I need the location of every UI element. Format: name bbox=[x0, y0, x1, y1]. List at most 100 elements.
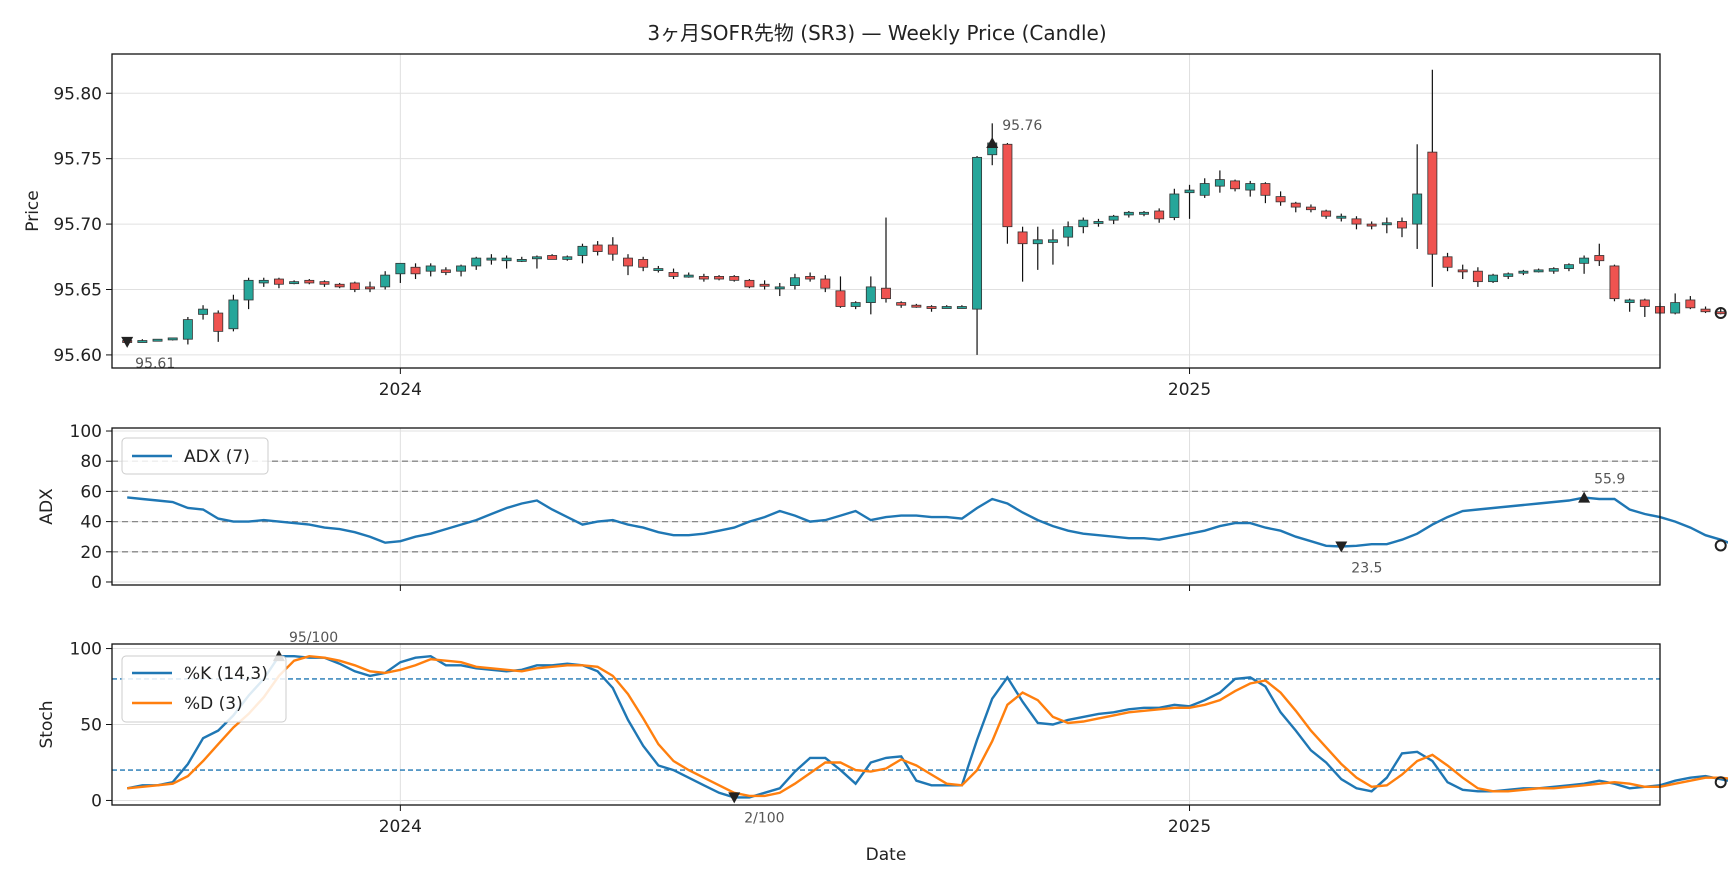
candle-up bbox=[972, 156, 983, 310]
candle-down bbox=[668, 272, 679, 277]
candle-up bbox=[228, 299, 239, 330]
candle-down bbox=[1260, 183, 1271, 196]
y-axis-label: Price bbox=[23, 190, 43, 231]
plot-frame bbox=[111, 53, 1661, 369]
candle-up bbox=[1063, 226, 1074, 238]
legend-label-d: %D (3) bbox=[184, 694, 243, 714]
candle-down bbox=[213, 312, 224, 332]
adx-annotation: 23.5 bbox=[1351, 561, 1382, 577]
candle-up bbox=[1579, 257, 1590, 264]
legend-label-k: %K (14,3) bbox=[184, 664, 268, 684]
y-tick-label: 95.60 bbox=[53, 346, 102, 366]
candle-up bbox=[137, 340, 148, 343]
plot-frame bbox=[111, 643, 1661, 806]
adx-line bbox=[127, 496, 1728, 548]
candle-down bbox=[805, 276, 816, 280]
candle-up bbox=[562, 256, 573, 260]
candle-up bbox=[152, 338, 163, 342]
price-marker-last bbox=[1714, 307, 1727, 320]
y-tick-label: 0 bbox=[91, 573, 102, 593]
candle-up bbox=[1139, 211, 1149, 215]
candle-up bbox=[1078, 219, 1089, 228]
candle-down bbox=[592, 244, 603, 252]
y-tick-label: 80 bbox=[80, 452, 102, 472]
candle-down bbox=[714, 276, 725, 280]
stoch-marker-last bbox=[1714, 776, 1727, 789]
candle-down bbox=[1700, 308, 1711, 313]
stoch-marker-down bbox=[728, 792, 741, 804]
candle-down bbox=[1472, 270, 1483, 283]
candle-down bbox=[759, 283, 770, 287]
candle-down bbox=[334, 283, 345, 288]
candle-up bbox=[789, 277, 800, 286]
y-tick-label: 95.70 bbox=[53, 215, 102, 235]
candle-down bbox=[1002, 143, 1013, 228]
y-tick-label: 20 bbox=[80, 543, 102, 563]
legend-label-adx: ADX (7) bbox=[184, 447, 250, 467]
candle-up bbox=[1184, 189, 1195, 194]
candle-down bbox=[349, 282, 360, 290]
candle-down bbox=[1351, 218, 1362, 225]
candle-down bbox=[911, 304, 922, 308]
candle-up bbox=[1336, 215, 1347, 219]
candle-up bbox=[258, 279, 269, 284]
adx-marker-down bbox=[1335, 541, 1348, 553]
candle-up bbox=[1563, 264, 1574, 269]
stoch-k-line bbox=[126, 654, 1728, 799]
candle-up bbox=[1047, 239, 1058, 243]
adx-legend: ADX (7) bbox=[121, 437, 269, 475]
candle-up bbox=[486, 257, 497, 261]
candle-down bbox=[1685, 299, 1696, 309]
candle-down bbox=[1594, 255, 1605, 262]
candle-up bbox=[1108, 215, 1119, 221]
candle-down bbox=[698, 276, 709, 280]
candle-down bbox=[896, 302, 907, 306]
candle-down bbox=[1230, 180, 1241, 190]
candle-up bbox=[531, 256, 542, 260]
candle-up bbox=[1199, 183, 1210, 196]
candle-down bbox=[365, 286, 375, 290]
y-tick-label: 0 bbox=[91, 791, 102, 811]
candle-up bbox=[1123, 211, 1134, 216]
price-marker-down bbox=[121, 336, 134, 348]
candle-down bbox=[1715, 311, 1726, 315]
candle-up bbox=[425, 265, 436, 272]
candle-down bbox=[1305, 206, 1316, 211]
candle-up bbox=[1412, 193, 1423, 225]
candle-down bbox=[1639, 299, 1650, 307]
x-axis-label: Date bbox=[866, 845, 907, 865]
adx-annotation: 55.9 bbox=[1594, 472, 1625, 488]
candle-down bbox=[638, 259, 649, 268]
candle-up bbox=[653, 268, 664, 271]
legend-box bbox=[121, 437, 269, 475]
y-tick-label: 100 bbox=[70, 422, 102, 442]
stoch-legend: %K (14,3) %D (3) bbox=[121, 655, 287, 723]
candle-down bbox=[1275, 196, 1286, 203]
candle-up bbox=[1624, 299, 1635, 303]
candle-down bbox=[729, 276, 740, 281]
candle-up bbox=[289, 281, 300, 285]
price-annotation: 95.76 bbox=[1002, 118, 1042, 134]
y-axis-label: ADX bbox=[37, 488, 57, 525]
candle-up bbox=[865, 286, 876, 303]
y-tick-label: 40 bbox=[80, 513, 102, 533]
price-panel: 2024 2025 95.60 95.65 95.70 95.75 95.80 Price 95… bbox=[23, 53, 1727, 400]
candle-up bbox=[1533, 269, 1544, 273]
stoch-annotation: 95/100 bbox=[289, 630, 338, 646]
x-tick-label: 2024 bbox=[379, 380, 422, 400]
candle-up bbox=[380, 274, 391, 288]
candle-up bbox=[198, 308, 209, 315]
candle-down bbox=[547, 255, 558, 260]
candle-up bbox=[456, 265, 467, 272]
candle-up bbox=[774, 286, 785, 290]
candle-down bbox=[607, 244, 618, 255]
candle-down bbox=[410, 266, 421, 275]
chart-title: 3ヶ月SOFR先物 (SR3) — Weekly Price (Candle) bbox=[647, 21, 1106, 45]
candle-up bbox=[956, 306, 967, 309]
candle-up bbox=[471, 257, 482, 267]
candle-up bbox=[850, 302, 861, 307]
x-tick-label: 2025 bbox=[1168, 817, 1211, 837]
candle-up bbox=[1488, 274, 1499, 283]
